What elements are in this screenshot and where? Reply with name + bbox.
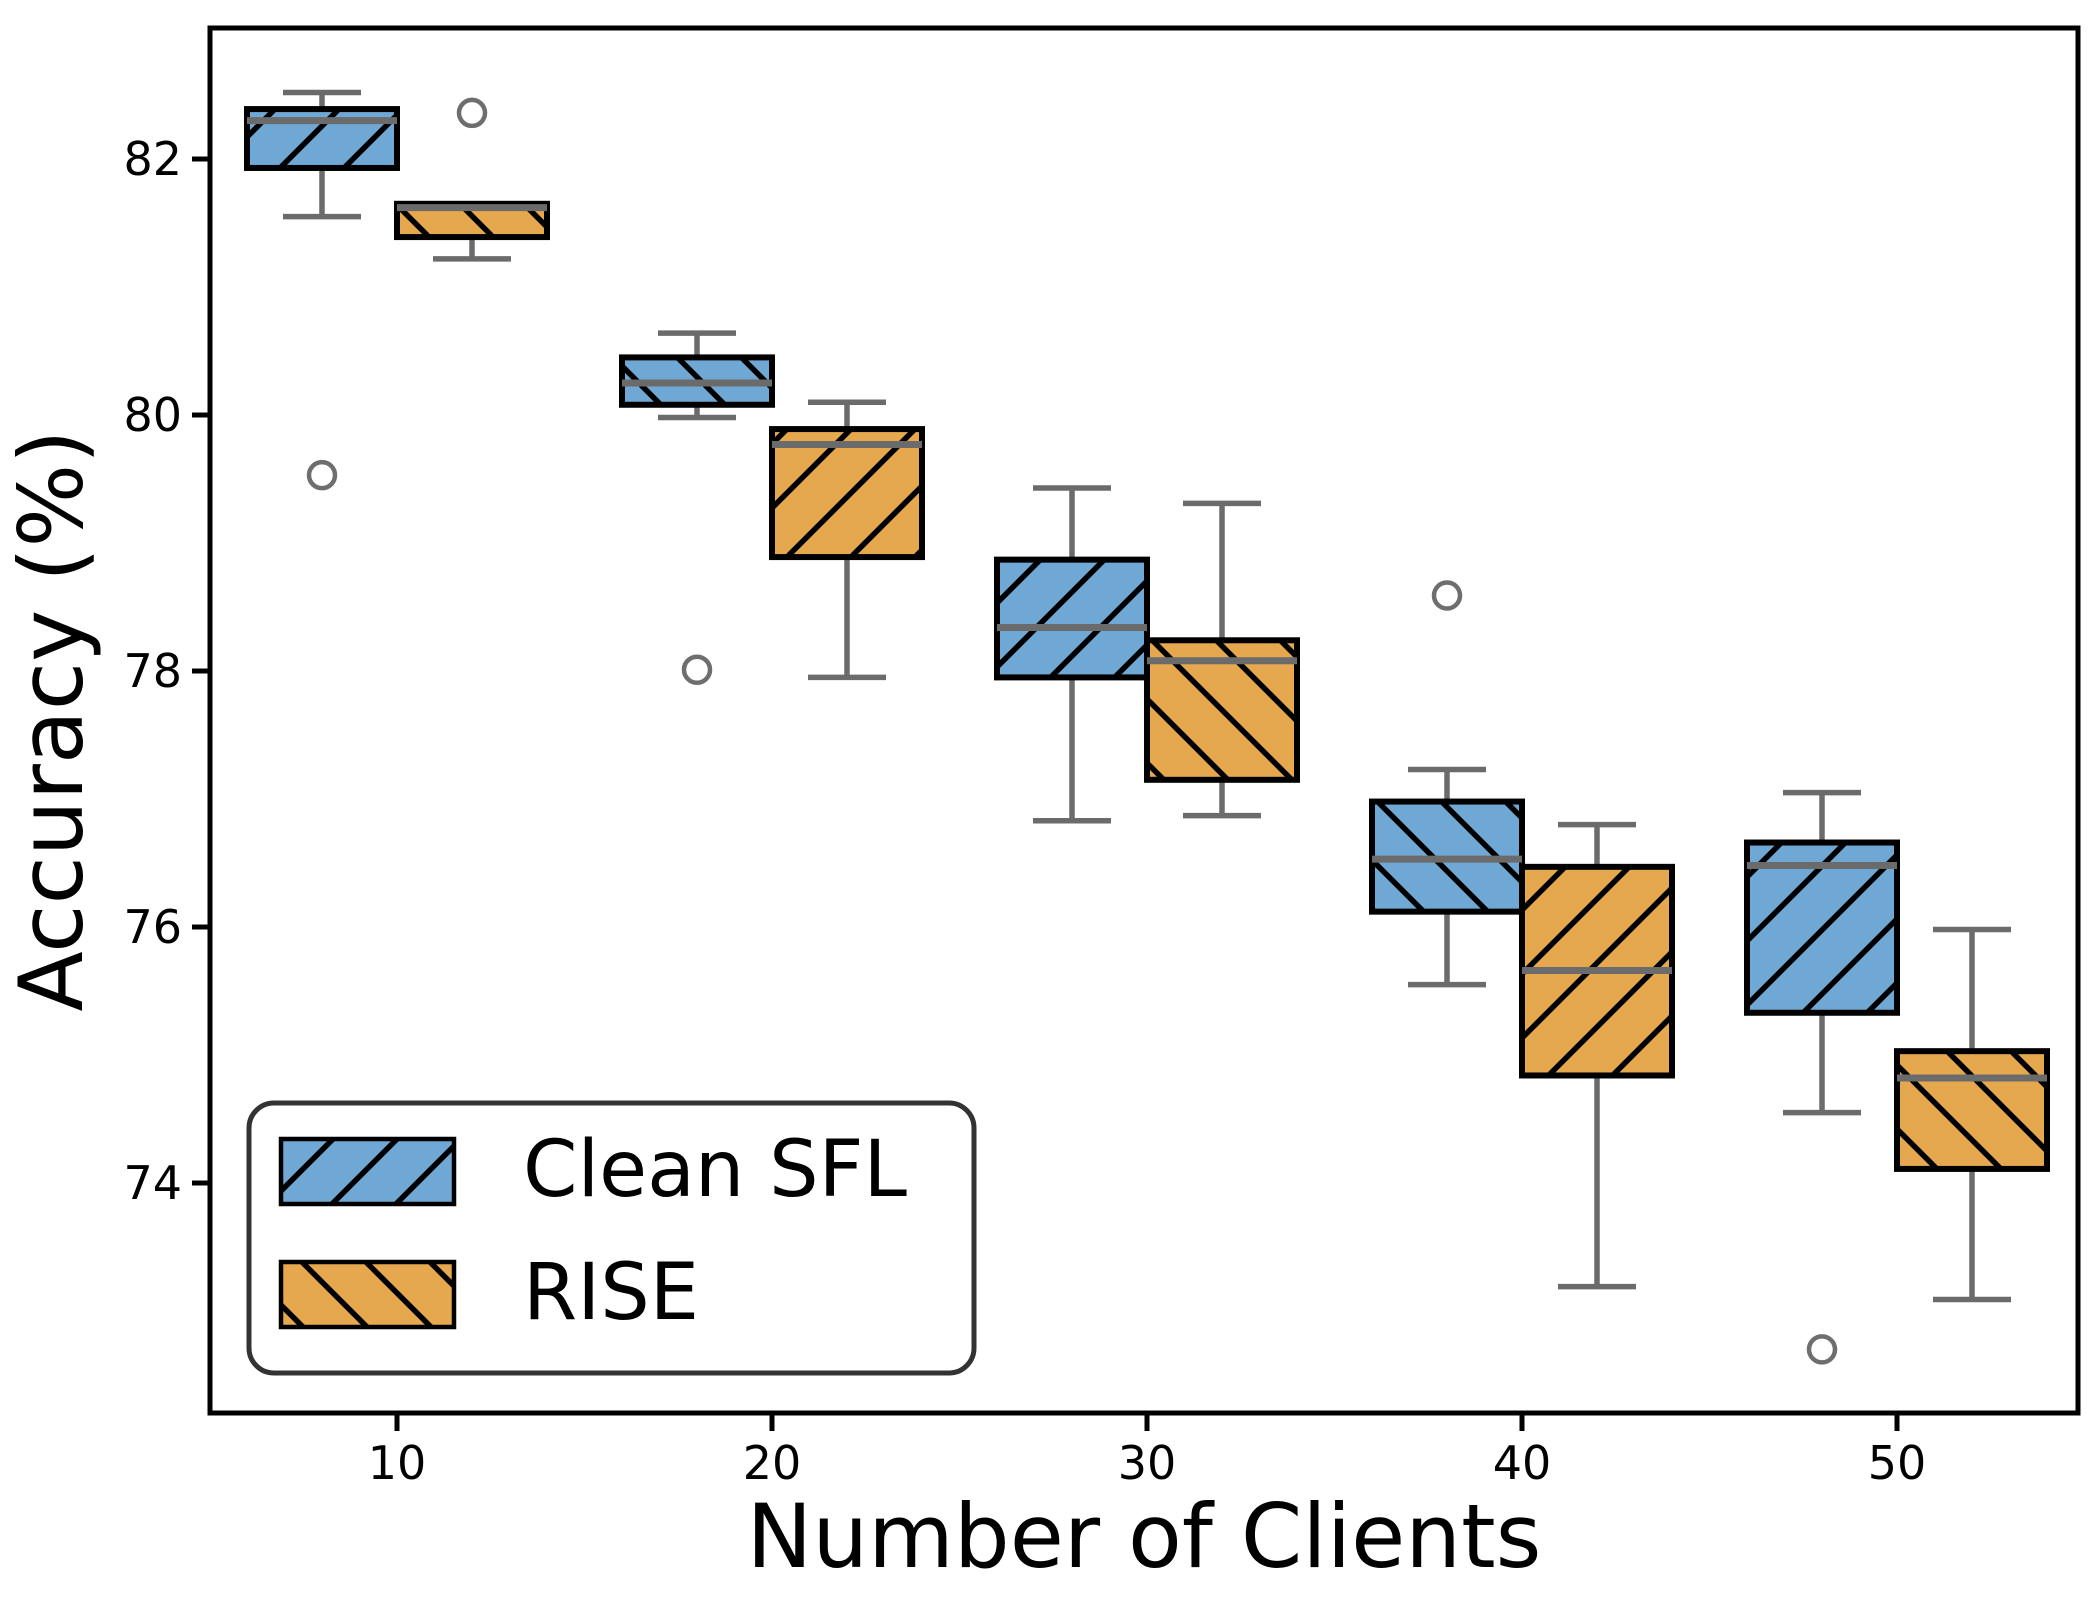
legend-swatch-clean-sfl — [278, 1136, 457, 1207]
outlier-point — [681, 654, 713, 685]
legend-entry: Clean SFL — [278, 1125, 908, 1215]
x-tick-label: 40 — [1493, 1436, 1552, 1490]
axes-frame — [207, 25, 2081, 1416]
x-tick-label: 30 — [1118, 1436, 1177, 1490]
x-tick-label: 10 — [368, 1436, 427, 1490]
y-tick-label: 74 — [123, 1156, 182, 1210]
y-tick-label: 80 — [123, 388, 182, 442]
box-group-50 — [1894, 926, 2050, 1303]
outlier-point — [1431, 580, 1463, 611]
box-rect — [769, 426, 925, 561]
box-rect — [1744, 839, 1900, 1016]
box-group-10 — [244, 89, 400, 491]
legend-swatch-rise — [278, 1259, 457, 1330]
box-group-20 — [769, 399, 925, 681]
legend-label: Clean SFL — [523, 1125, 908, 1215]
y-tick-label: 82 — [123, 132, 182, 186]
x-axis-label: Number of Clients — [747, 1485, 1542, 1588]
outlier-point — [456, 97, 488, 129]
y-tick-label: 76 — [123, 900, 182, 954]
box-rect — [994, 556, 1150, 681]
outlier-point — [306, 459, 338, 491]
x-tick-label: 50 — [1868, 1436, 1927, 1490]
series-clean-sfl — [244, 89, 1900, 1365]
y-axis-label: Accuracy (%) — [0, 429, 103, 1011]
outlier-point — [1806, 1334, 1838, 1365]
legend: Clean SFL RISE — [246, 1100, 977, 1376]
box-group-10 — [394, 97, 550, 262]
box-group-40 — [1519, 821, 1675, 1290]
box-group-30 — [994, 485, 1150, 824]
box-rect — [1894, 1048, 2050, 1172]
box-group-40 — [1369, 580, 1525, 988]
y-axis: 74 76 78 80 82 — [123, 132, 210, 1210]
legend-entry: RISE — [278, 1248, 699, 1338]
x-axis: 10 20 30 40 50 — [368, 1413, 1927, 1490]
y-tick-label: 78 — [123, 644, 182, 698]
x-tick-label: 20 — [743, 1436, 802, 1490]
box-group-30 — [1144, 500, 1300, 819]
box-group-50 — [1744, 789, 1900, 1365]
series-rise — [394, 97, 2050, 1303]
box-group-20 — [619, 330, 775, 685]
legend-label: RISE — [523, 1248, 699, 1338]
